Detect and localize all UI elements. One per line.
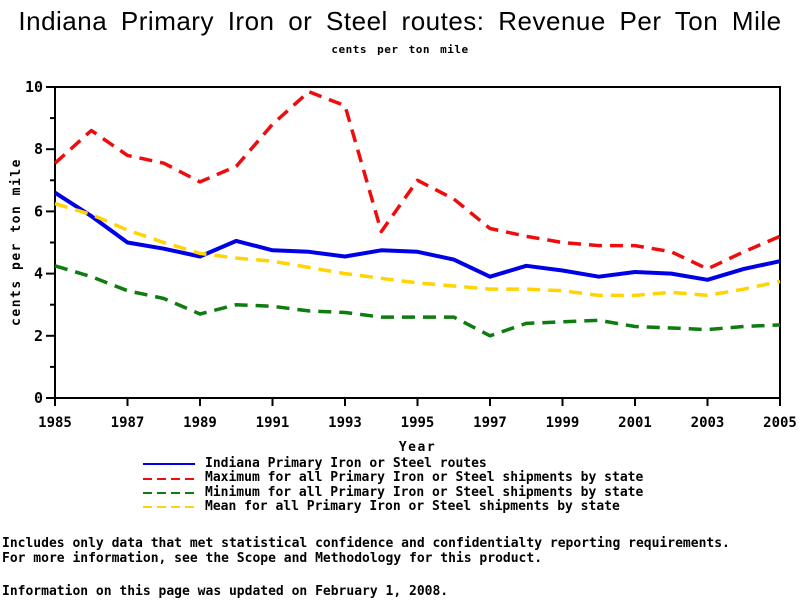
y-tick-label: 8: [34, 140, 43, 158]
legend-item-minimum: Minimum for all Primary Iron or Steel sh…: [143, 484, 644, 500]
legend-label: Maximum for all Primary Iron or Steel sh…: [205, 470, 644, 486]
legend-label: Mean for all Primary Iron or Steel shipm…: [205, 499, 620, 515]
y-axis-title: cents per ton mile: [9, 158, 24, 326]
legend: Indiana Primary Iron or Steel routes Max…: [143, 456, 644, 515]
y-tick-label: 4: [34, 265, 43, 283]
y-axis: 0 2 4 6 8 10: [25, 78, 55, 407]
y-tick-label: 2: [34, 327, 43, 345]
series-line-minimum-by-state: [54, 264, 781, 338]
legend-label: Indiana Primary Iron or Steel routes: [205, 456, 487, 471]
x-tick-label: 1995: [401, 415, 435, 431]
x-tick-label: 1993: [328, 415, 362, 431]
legend-line-swatch-minimum: [143, 491, 195, 494]
legend-line-swatch-maximum: [143, 477, 195, 480]
y-tick-label: 6: [34, 202, 43, 220]
legend-item-indiana: Indiana Primary Iron or Steel routes: [143, 456, 643, 471]
y-tick-label: 0: [34, 389, 43, 407]
footnote-block: Includes only data that met statistical …: [2, 536, 730, 566]
chart-subtitle: cents per ton mile: [331, 43, 469, 56]
x-tick-label: 1999: [546, 415, 580, 431]
x-tick-label: 2003: [691, 415, 725, 431]
chart-title: Indiana Primary Iron or Steel routes: Re…: [18, 6, 782, 36]
legend-line-swatch-indiana: [143, 463, 195, 466]
legend-item-mean: Mean for all Primary Iron or Steel shipm…: [143, 499, 643, 515]
x-tick-label: 2005: [763, 415, 797, 431]
x-axis-title: Year: [399, 440, 436, 455]
x-tick-label: 1987: [111, 415, 145, 431]
x-tick-label: 1985: [38, 415, 72, 431]
y-tick-label: 10: [25, 78, 43, 96]
footnote-line-2: For more information, see the Scope and …: [2, 551, 543, 566]
x-tick-label: 1997: [473, 415, 507, 431]
footnote-line-1: Includes only data that met statistical …: [2, 536, 730, 551]
series-line-indiana-routes: [53, 191, 781, 282]
updated-note: Information on this page was updated on …: [2, 584, 449, 599]
x-axis: 1985 1987 1989 1991 1993 1995 1997 1999 2001 2003…: [38, 398, 797, 431]
x-tick-label: 2001: [618, 415, 652, 431]
legend-item-maximum: Maximum for all Primary Iron or Steel sh…: [143, 470, 644, 486]
series-line-maximum-by-state: [53, 89, 781, 271]
x-tick-label: 1989: [183, 415, 217, 431]
x-tick-label: 1991: [256, 415, 290, 431]
legend-line-swatch-mean: [143, 506, 195, 509]
series-line-mean-by-state: [54, 201, 781, 298]
legend-label: Minimum for all Primary Iron or Steel sh…: [205, 484, 644, 500]
